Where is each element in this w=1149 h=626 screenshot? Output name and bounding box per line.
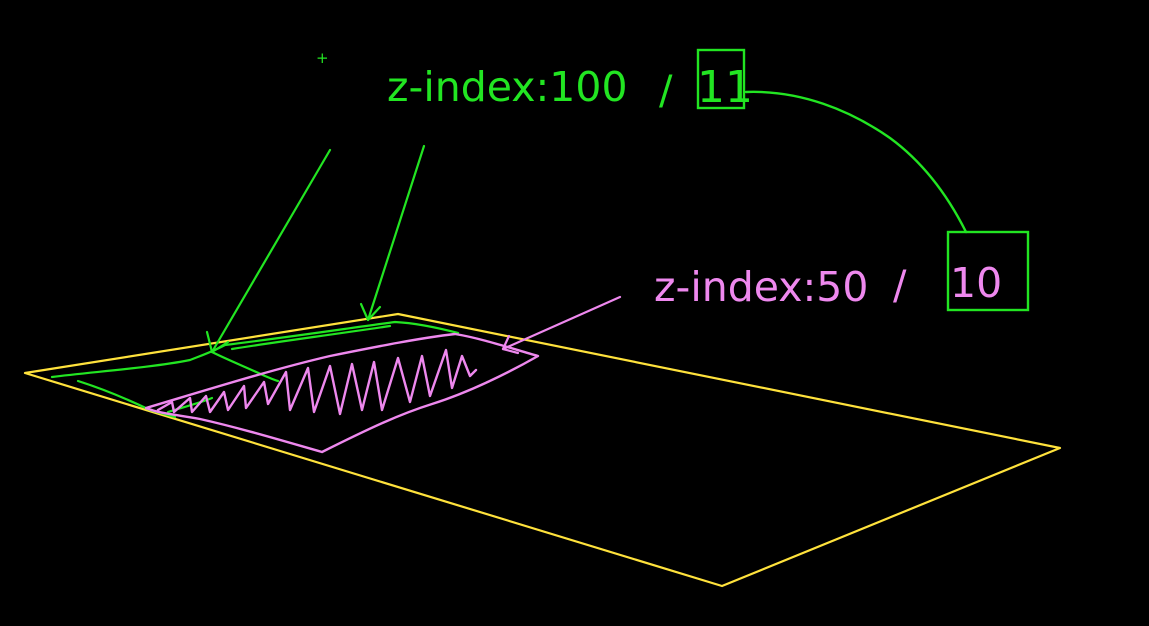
layer-z50-sketch xyxy=(144,332,540,454)
label-z50-separator: / xyxy=(893,263,907,309)
base-plane-outline xyxy=(23,312,1062,588)
arrow-z50 xyxy=(501,295,622,355)
boxed-value-10: 10 xyxy=(950,259,1002,307)
cursor-mark: + xyxy=(316,49,329,67)
link-curve-11-to-10 xyxy=(744,90,968,234)
arrow-z100-left xyxy=(210,148,332,354)
boxed-value-10-frame xyxy=(946,230,1030,312)
boxed-value-11: 11 xyxy=(697,62,753,113)
label-z100-separator: / xyxy=(659,68,673,114)
label-z50: z-index:50 xyxy=(654,263,868,311)
arrow-z100-right xyxy=(366,144,426,322)
arrowhead-z100-left xyxy=(205,330,230,354)
arrows-z100 xyxy=(205,144,426,354)
label-z100: z-index:100 xyxy=(387,63,628,111)
boxed-value-11-frame xyxy=(696,48,746,110)
arrowhead-z100-right xyxy=(359,302,382,322)
